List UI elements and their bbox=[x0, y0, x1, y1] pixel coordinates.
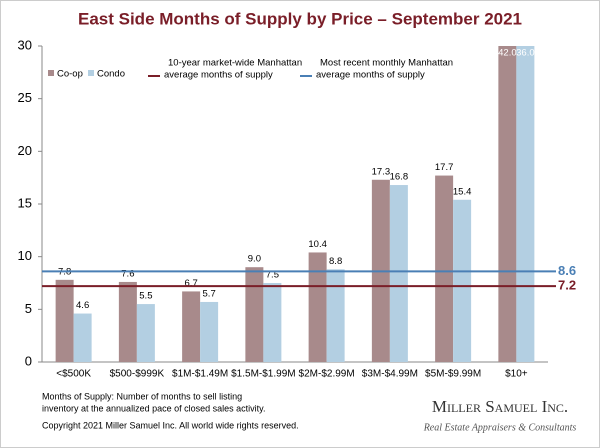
x-tick-label: $10+ bbox=[505, 369, 528, 380]
legend-label: Condo bbox=[97, 69, 125, 80]
value-label: 42.0 bbox=[498, 48, 517, 59]
legend-label: Most recent monthly Manhattan bbox=[320, 58, 453, 69]
reference-value: 7.2 bbox=[558, 278, 576, 293]
bar bbox=[435, 175, 454, 362]
value-label: 15.4 bbox=[453, 186, 472, 197]
footnote: Months of Supply: Number of months to se… bbox=[42, 391, 299, 430]
bar bbox=[182, 291, 201, 362]
x-tick-label: $500-$999K bbox=[110, 369, 165, 380]
bar bbox=[308, 252, 327, 362]
bar bbox=[498, 46, 517, 362]
legend-label: Co-op bbox=[57, 69, 83, 80]
value-label: 5.7 bbox=[203, 288, 216, 299]
legend-label: 10-year market-wide Manhattan bbox=[168, 58, 302, 69]
value-label: 4.6 bbox=[76, 300, 89, 311]
bar bbox=[55, 279, 74, 362]
x-tick-label: $1M-$1.49M bbox=[172, 369, 228, 380]
value-label: 17.7 bbox=[435, 162, 454, 173]
y-tick-label: 25 bbox=[18, 90, 32, 105]
y-tick-label: 0 bbox=[25, 353, 32, 368]
x-tick-label: $3M-$4.99M bbox=[362, 369, 418, 380]
value-label: 8.8 bbox=[329, 256, 342, 267]
bar bbox=[389, 185, 408, 362]
bar bbox=[453, 199, 472, 362]
value-label: 17.3 bbox=[372, 166, 391, 177]
value-label: 9.0 bbox=[248, 254, 261, 265]
reference-value: 8.6 bbox=[558, 263, 576, 278]
bar bbox=[118, 281, 137, 362]
legend-swatch bbox=[48, 70, 54, 76]
bar bbox=[136, 304, 155, 362]
bar bbox=[73, 313, 92, 362]
bar bbox=[263, 283, 282, 362]
x-tick-label: $5M-$9.99M bbox=[425, 369, 481, 380]
chart-title: East Side Months of Supply by Price – Se… bbox=[78, 9, 522, 28]
value-label: 16.8 bbox=[390, 172, 409, 183]
x-tick-label: $1.5M-$1.99M bbox=[231, 369, 295, 380]
footnote-line: Copyright 2021 Miller Samuel Inc. All wo… bbox=[42, 420, 299, 430]
legend-swatch bbox=[88, 70, 94, 76]
bar bbox=[326, 269, 345, 362]
bar bbox=[200, 301, 219, 362]
y-tick-label: 30 bbox=[18, 37, 32, 52]
x-tick-label: $2M-$2.99M bbox=[299, 369, 355, 380]
value-label: 5.5 bbox=[139, 291, 152, 302]
value-label: 7.6 bbox=[121, 268, 134, 279]
plot bbox=[55, 46, 535, 363]
y-tick-label: 15 bbox=[18, 195, 32, 210]
bar bbox=[516, 46, 535, 363]
footnote-line: inventory at the annualized pace of clos… bbox=[42, 403, 265, 413]
bar bbox=[245, 267, 264, 362]
value-label: 6.7 bbox=[185, 278, 198, 289]
y-tick-label: 10 bbox=[18, 248, 32, 263]
y-tick-label: 20 bbox=[18, 143, 32, 158]
y-tick-label: 5 bbox=[25, 301, 32, 316]
x-tick-label: <$500K bbox=[56, 369, 91, 380]
logo-name: Miller Samuel Inc. bbox=[432, 397, 568, 416]
value-label: 10.4 bbox=[308, 239, 327, 250]
legend-label: average months of supply bbox=[316, 70, 425, 81]
legend-label: average months of supply bbox=[164, 70, 273, 81]
value-label: 36.0 bbox=[516, 48, 535, 59]
value-label: 7.5 bbox=[266, 270, 279, 281]
logo-tagline: Real Estate Appraisers & Consultants bbox=[423, 422, 577, 433]
footnote-line: Months of Supply: Number of months to se… bbox=[42, 391, 242, 401]
